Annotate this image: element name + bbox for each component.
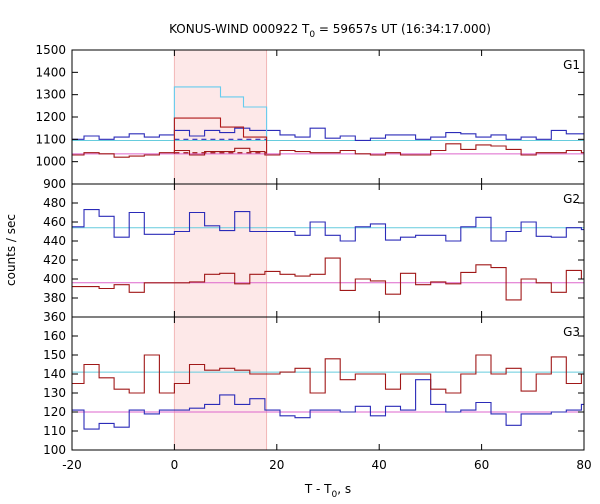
y-tick-label: 130 xyxy=(43,386,66,400)
y-tick-label: 1500 xyxy=(35,43,66,57)
fine-series-upper xyxy=(173,86,268,141)
panel-label: G2 xyxy=(563,192,580,206)
panel-g3: 100 110 120 130 140 150 160 G3 xyxy=(43,316,585,457)
x-tick-label: 60 xyxy=(474,458,489,472)
panels-layer: 900100011001200130014001500G136038040042… xyxy=(35,43,591,472)
y-tick-label: 380 xyxy=(43,291,66,305)
series-g2-lower xyxy=(72,257,584,301)
x-tick-label: 40 xyxy=(372,458,387,472)
x-tick-label: -20 xyxy=(62,458,82,472)
y-tick-label: 110 xyxy=(43,424,66,438)
series-g3-lower xyxy=(72,354,584,394)
y-tick-label: 100 xyxy=(43,443,66,457)
y-tick-label: 1200 xyxy=(35,110,66,124)
panel-plot-area xyxy=(72,317,584,450)
y-tick-label: 400 xyxy=(43,272,66,286)
y-tick-label: 1100 xyxy=(35,132,66,146)
y-tick-label: 160 xyxy=(43,329,66,343)
panel-label: G3 xyxy=(563,325,580,339)
y-tick-label: 440 xyxy=(43,234,66,248)
y-tick-label: 900 xyxy=(43,177,66,191)
x-tick-label: 0 xyxy=(171,458,179,472)
y-tick-label: 1400 xyxy=(35,65,66,79)
x-axis-label: T - T0, s xyxy=(304,482,351,500)
y-tick-label: 480 xyxy=(43,196,66,210)
y-axis-label: counts / sec xyxy=(4,214,18,286)
y-tick-label: 1300 xyxy=(35,88,66,102)
y-tick-label: 420 xyxy=(43,253,66,267)
y-tick-label: 140 xyxy=(43,367,66,381)
y-tick-label: 460 xyxy=(43,215,66,229)
panel-label: G1 xyxy=(563,58,580,72)
panel-frame xyxy=(71,49,585,185)
highlight-interval xyxy=(174,184,267,317)
series-g1-lower xyxy=(72,143,584,158)
panel-frame xyxy=(71,183,585,318)
series-g3-upper xyxy=(72,379,584,430)
x-tick-label: 80 xyxy=(576,458,591,472)
panel-plot-area xyxy=(72,184,584,317)
x-tick-label: 20 xyxy=(269,458,284,472)
y-tick-label: 120 xyxy=(43,405,66,419)
chart-title: KONUS-WIND 000922 T0 = 59657s UT (16:34:… xyxy=(169,22,491,40)
panel-plot-area xyxy=(72,50,584,184)
y-tick-label: 1000 xyxy=(35,155,66,169)
y-tick-label: 150 xyxy=(43,348,66,362)
panel-g1: 900 1000 1100 1200 1300 1400 1500 G1 xyxy=(35,43,585,191)
fine-series-lower xyxy=(173,117,268,154)
series-g1-upper xyxy=(72,127,584,141)
y-tick-label: 360 xyxy=(43,310,66,324)
series-g2-upper xyxy=(72,209,584,242)
panel-frame xyxy=(71,316,585,451)
highlight-interval xyxy=(174,50,267,184)
panel-g2: 360 380 400 420 440 460 480 G2 xyxy=(43,183,585,324)
